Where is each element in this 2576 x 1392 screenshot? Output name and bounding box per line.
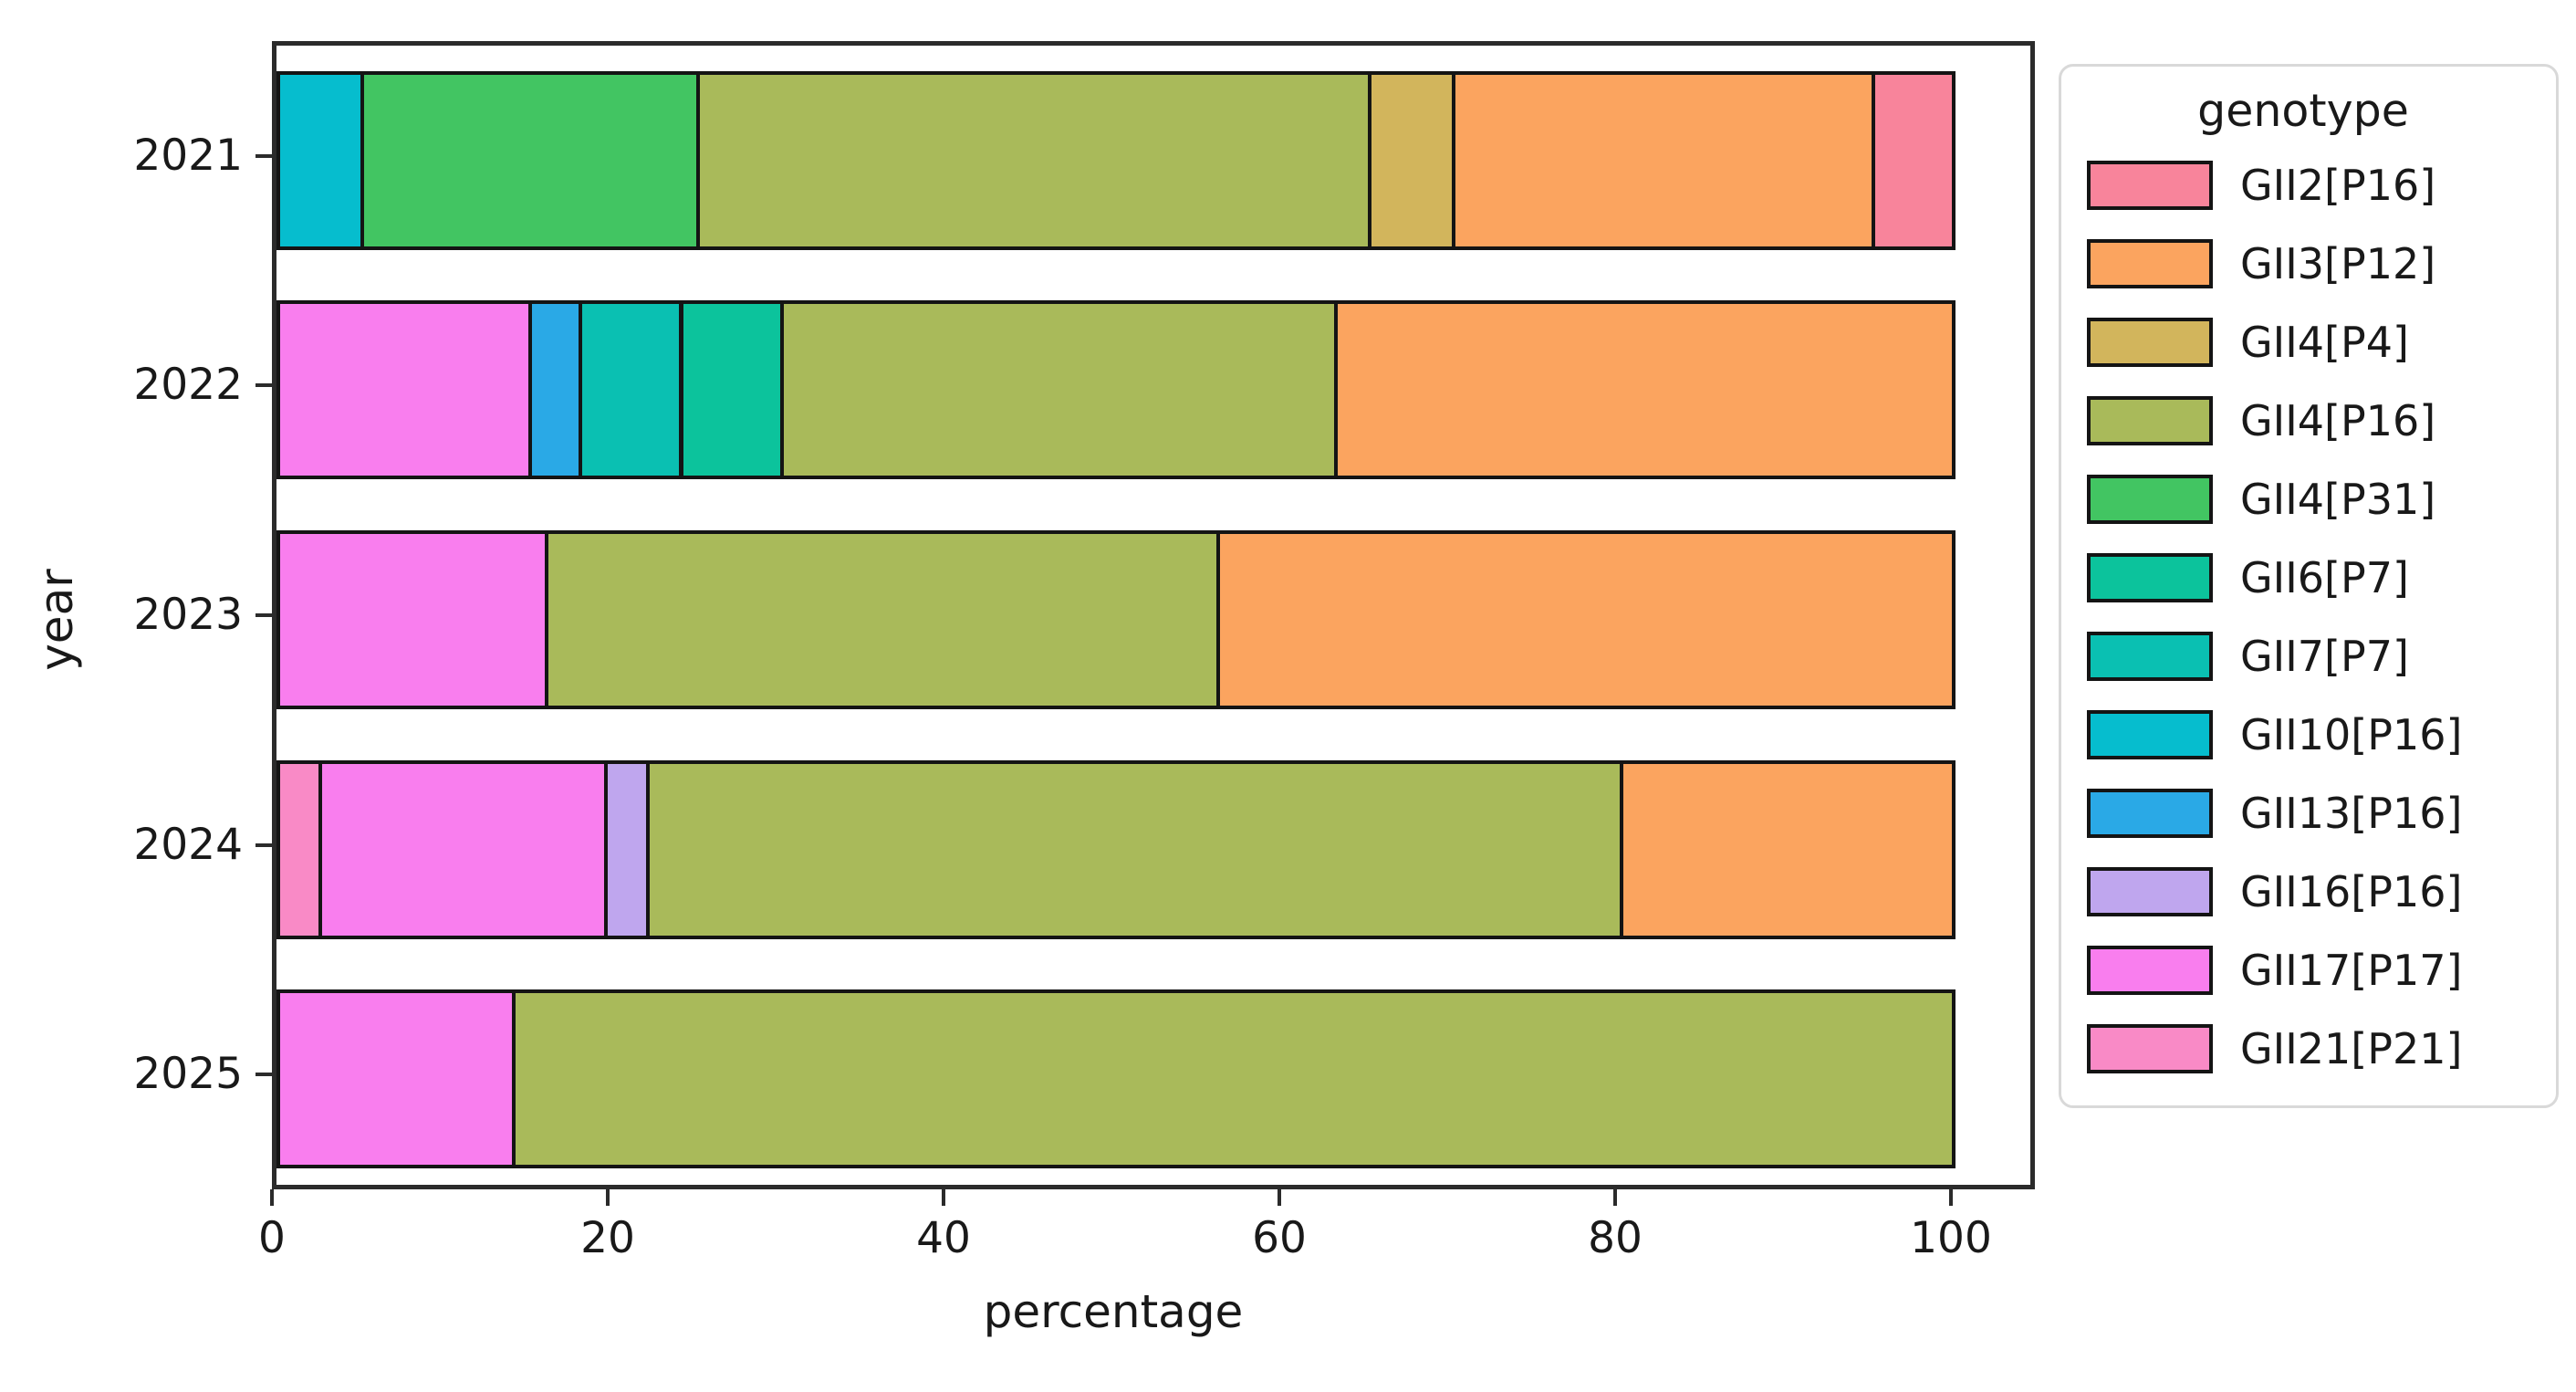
x-tick-label-100: 100 [1910,1213,1992,1263]
bar-segment-2024-GII16[P16] [604,760,650,939]
legend-swatch-icon [2087,475,2213,524]
bar-segment-2024-GII4[P16] [646,760,1623,939]
legend-label: GII13[P16] [2240,789,2463,838]
legend-item-GII21[P21]: GII21[P21] [2087,1010,2556,1088]
legend-swatch-icon [2087,789,2213,838]
legend-swatch-icon [2087,318,2213,367]
bar-segment-2022-GII3[P12] [1334,300,1955,479]
legend-label: GII16[P16] [2240,867,2463,916]
legend-item-GII13[P16]: GII13[P16] [2087,774,2556,853]
bar-segment-2021-GII4[P31] [360,71,700,250]
bar-segment-2021-GII10[P16] [276,71,364,250]
bar-segment-2023-GII17[P17] [276,530,548,709]
x-tick-80 [1613,1189,1617,1206]
y-tick-2025 [256,1073,272,1076]
legend-item-GII4[P4]: GII4[P4] [2087,303,2556,382]
y-tick-2021 [256,154,272,158]
legend-swatch-icon [2087,239,2213,288]
bar-segment-2025-GII17[P17] [276,989,516,1168]
legend-label: GII6[P7] [2240,553,2409,602]
y-tick-label-2025: 2025 [133,1049,243,1099]
bar-row-2024 [276,760,2030,939]
legend-title: genotype [2197,85,2409,137]
y-tick-2024 [256,843,272,847]
legend-item-GII2[P16]: GII2[P16] [2087,146,2556,225]
x-tick-60 [1278,1189,1281,1206]
legend-label: GII4[P16] [2240,396,2436,445]
x-tick-40 [942,1189,945,1206]
legend-swatch-icon [2087,710,2213,759]
y-tick-label-2022: 2022 [133,360,243,410]
legend-swatch-icon [2087,1024,2213,1073]
legend-label: GII10[P16] [2240,710,2463,759]
legend-item-GII7[P7]: GII7[P7] [2087,617,2556,696]
bar-segment-2022-GII13[P16] [528,300,582,479]
bar-segment-2022-GII17[P17] [276,300,532,479]
bar-segment-2024-GII3[P12] [1620,760,1955,939]
legend-item-GII16[P16]: GII16[P16] [2087,853,2556,931]
y-tick-2023 [256,613,272,617]
legend-item-GII4[P16]: GII4[P16] [2087,382,2556,460]
y-tick-label-2021: 2021 [133,131,243,181]
bar-segment-2022-GII6[P7] [680,300,784,479]
bar-row-2022 [276,300,2030,479]
bar-segment-2022-GII7[P7] [579,300,683,479]
y-tick-2022 [256,383,272,387]
bar-segment-2021-GII3[P12] [1452,71,1875,250]
legend-swatch-icon [2087,632,2213,681]
legend-label: GII2[P16] [2240,161,2436,210]
bar-segment-2023-GII3[P12] [1216,530,1955,709]
legend-label: GII7[P7] [2240,632,2409,681]
legend-item-GII3[P12]: GII3[P12] [2087,225,2556,303]
legend-swatch-icon [2087,867,2213,916]
x-tick-20 [606,1189,610,1206]
y-axis-label: year [30,569,83,671]
bar-segment-2021-GII4[P16] [696,71,1371,250]
legend-label: GII4[P31] [2240,475,2436,524]
legend-swatch-icon [2087,396,2213,445]
y-tick-label-2024: 2024 [133,820,243,870]
bar-segment-2022-GII4[P16] [780,300,1338,479]
legend-swatch-icon [2087,946,2213,995]
x-tick-label-20: 20 [580,1213,635,1263]
bar-segment-2025-GII4[P16] [512,989,1955,1168]
x-tick-label-0: 0 [258,1213,286,1263]
legend: genotype GII2[P16] GII3[P12] GII4[P4] GII4[… [2059,64,2559,1108]
x-tick-0 [270,1189,274,1206]
x-tick-100 [1949,1189,1953,1206]
bar-row-2023 [276,530,2030,709]
x-tick-label-60: 60 [1252,1213,1307,1263]
plot-area [272,41,2035,1189]
bar-segment-2023-GII4[P16] [545,530,1220,709]
legend-items: GII2[P16] GII3[P12] GII4[P4] GII4[P16] GII4[… [2087,146,2556,1088]
x-axis-label: percentage [983,1285,1244,1338]
bar-segment-2021-GII4[P4] [1368,71,1455,250]
bar-segment-2024-GII17[P17] [318,760,608,939]
bar-row-2025 [276,989,2030,1168]
legend-label: GII3[P12] [2240,239,2436,288]
legend-swatch-icon [2087,553,2213,602]
x-tick-label-80: 80 [1588,1213,1643,1263]
legend-item-GII10[P16]: GII10[P16] [2087,696,2556,774]
bar-row-2021 [276,71,2030,250]
legend-label: GII17[P17] [2240,946,2463,995]
x-tick-label-40: 40 [916,1213,971,1263]
legend-swatch-icon [2087,161,2213,210]
legend-item-GII6[P7]: GII6[P7] [2087,539,2556,617]
y-tick-label-2023: 2023 [133,590,243,640]
legend-label: GII4[P4] [2240,318,2409,367]
legend-item-GII17[P17]: GII17[P17] [2087,931,2556,1010]
legend-item-GII4[P31]: GII4[P31] [2087,460,2556,539]
legend-label: GII21[P21] [2240,1024,2463,1073]
bar-segment-2021-GII2[P16] [1872,71,1955,250]
bar-segment-2024-GII21[P21] [276,760,322,939]
